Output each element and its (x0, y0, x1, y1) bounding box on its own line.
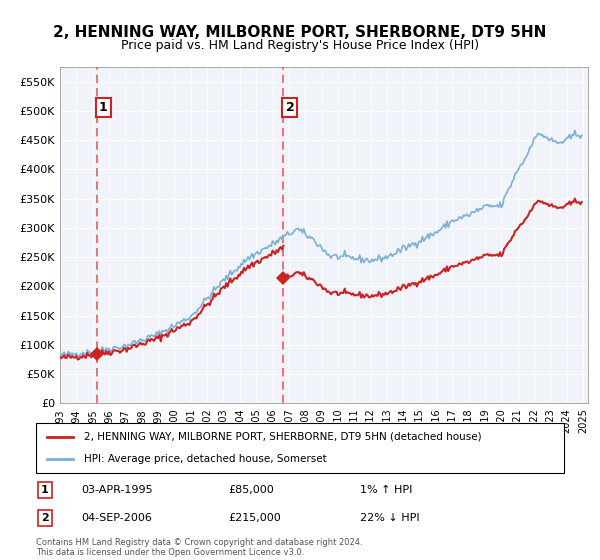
Text: £85,000: £85,000 (228, 485, 274, 495)
Text: HPI: Average price, detached house, Somerset: HPI: Average price, detached house, Some… (83, 454, 326, 464)
Text: Price paid vs. HM Land Registry's House Price Index (HPI): Price paid vs. HM Land Registry's House … (121, 39, 479, 52)
FancyBboxPatch shape (36, 423, 564, 473)
Text: 1% ↑ HPI: 1% ↑ HPI (360, 485, 412, 495)
Text: 2, HENNING WAY, MILBORNE PORT, SHERBORNE, DT9 5HN (detached house): 2, HENNING WAY, MILBORNE PORT, SHERBORNE… (83, 432, 481, 442)
Text: 2: 2 (286, 101, 295, 114)
Text: 22% ↓ HPI: 22% ↓ HPI (360, 513, 419, 523)
Text: Contains HM Land Registry data © Crown copyright and database right 2024.
This d: Contains HM Land Registry data © Crown c… (36, 538, 362, 557)
Text: 1: 1 (41, 485, 49, 495)
Text: 1: 1 (99, 101, 107, 114)
Text: 2: 2 (41, 513, 49, 523)
Text: 03-APR-1995: 03-APR-1995 (81, 485, 152, 495)
Text: 2, HENNING WAY, MILBORNE PORT, SHERBORNE, DT9 5HN: 2, HENNING WAY, MILBORNE PORT, SHERBORNE… (53, 25, 547, 40)
Text: £215,000: £215,000 (228, 513, 281, 523)
Text: 04-SEP-2006: 04-SEP-2006 (81, 513, 152, 523)
